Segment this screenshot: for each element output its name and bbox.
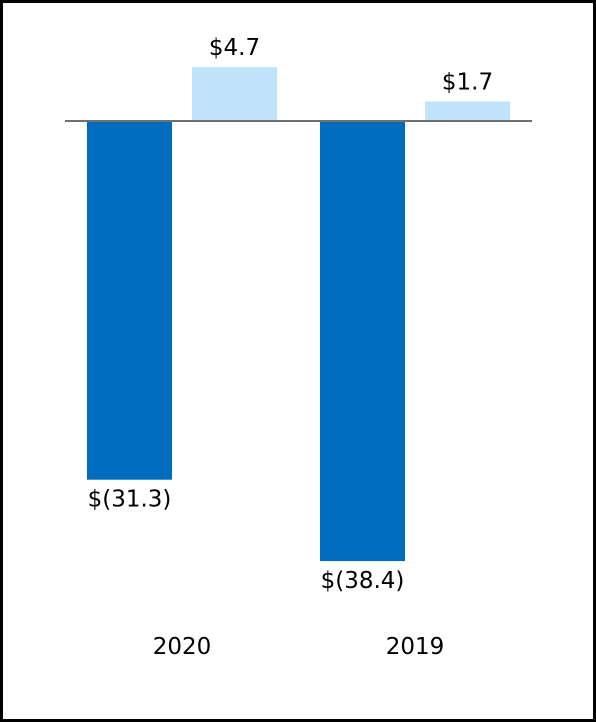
data-label-2019-series-2: $1.7 xyxy=(442,70,493,96)
category-label-2019: 2019 xyxy=(386,634,445,660)
bar-2020-series-2 xyxy=(192,67,277,121)
data-label-2019-series-1: $(38.4) xyxy=(321,568,405,594)
category-label-2020: 2020 xyxy=(153,634,212,660)
bar-2020-series-1 xyxy=(87,121,172,480)
bar-2019-series-1 xyxy=(320,121,405,562)
data-label-2020-series-2: $4.7 xyxy=(209,35,260,61)
data-label-2020-series-1: $(31.3) xyxy=(88,487,172,513)
bar-2019-series-2 xyxy=(425,101,510,121)
